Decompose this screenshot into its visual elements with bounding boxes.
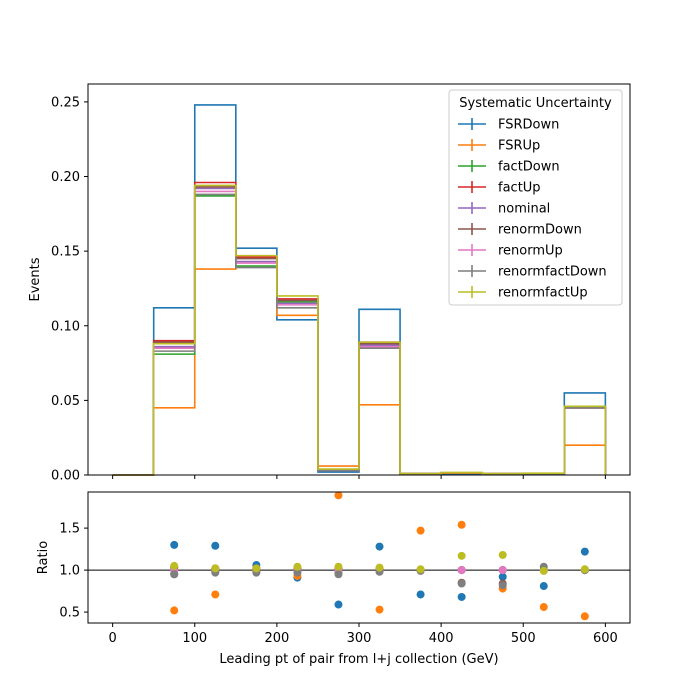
histogram-series-renormfactUp [112, 184, 607, 476]
ratio-point-FSRDown [211, 541, 220, 550]
legend-label: nominal [498, 202, 550, 217]
ratio-point-renormUp [498, 566, 507, 575]
ratio-point-renormfactUp [457, 551, 466, 560]
legend-title: Systematic Uncertainty [459, 96, 612, 111]
ratio-point-FSRUp [457, 520, 466, 529]
ratio-point-FSRUp [416, 526, 425, 535]
legend-label: FSRUp [498, 139, 540, 154]
ratio-x-tick-label: 100 [182, 631, 207, 646]
legend-item-FSRUp: FSRUp [458, 139, 540, 154]
ratio-point-FSRUp [334, 491, 343, 500]
legend-box [448, 89, 623, 306]
ratio-point-renormfactUp [334, 562, 343, 571]
main-y-tick-label: 0.25 [51, 95, 80, 110]
ratio-y-tick-label: 1.5 [59, 522, 80, 537]
ratio-y-tick-label: 0.5 [59, 606, 80, 621]
main-y-tick-label: 0.15 [51, 245, 80, 260]
main-y-tick-label: 0.05 [51, 394, 80, 409]
ratio-point-renormfactUp [498, 550, 507, 559]
main-y-tick-label: 0.10 [51, 319, 80, 334]
legend-label: renormfactUp [498, 286, 588, 301]
legend-label: factUp [498, 181, 541, 196]
ratio-point-FSRDown [498, 572, 507, 581]
ratio-point-FSRDown [580, 547, 589, 556]
ratio-point-renormfactDown [170, 570, 179, 579]
ratio-panel: 0.5 1.0 1.5 0 100 200 300 400 500 600 Ratio Leading… [36, 491, 631, 667]
ratio-x-tick-label: 200 [264, 631, 289, 646]
ratio-point-renormfactUp [580, 565, 589, 574]
ratio-point-renormfactUp [293, 562, 302, 571]
ratio-point-renormfactUp [252, 564, 261, 573]
ratio-x-tick-label: 600 [593, 631, 618, 646]
ratio-point-FSRDown [170, 540, 179, 549]
ratio-point-renormfactDown [293, 568, 302, 577]
legend-item-FSRDown: FSRDown [458, 118, 559, 133]
ratio-point-renormfactDown [334, 570, 343, 579]
ratio-x-tick-label: 0 [108, 631, 116, 646]
legend-item-renormfactUp: renormfactUp [458, 286, 588, 301]
main-y-tick-label: 0.20 [51, 170, 80, 185]
legend-label: renormDown [498, 223, 582, 238]
ratio-x-tick-label: 300 [347, 631, 372, 646]
ratio-point-renormfactUp [211, 564, 220, 573]
legend-item-nominal: nominal [458, 202, 550, 217]
ratio-point-FSRUp [170, 606, 179, 615]
ratio-point-FSRDown [539, 582, 548, 591]
ratio-point-FSRUp [375, 605, 384, 614]
ratio-point-renormfactUp [170, 561, 179, 570]
main-y-axis-label: Events [28, 257, 43, 301]
ratio-point-FSRDown [457, 592, 466, 601]
ratio-point-renormUp [457, 566, 466, 575]
legend: Systematic Uncertainty FSRDown FSRUp factDo… [448, 89, 623, 306]
ratio-x-tick-label: 400 [429, 631, 454, 646]
ratio-point-FSRDown [375, 542, 384, 551]
legend-item-factUp: factUp [458, 181, 541, 196]
ratio-point-renormfactUp [375, 563, 384, 572]
ratio-point-renormfactUp [416, 565, 425, 574]
main-histogram-panel: 0.00 0.05 0.10 0.15 0.20 0.25 Events [28, 83, 631, 484]
ratio-point-renormfactDown [498, 581, 507, 590]
legend-item-renormDown: renormDown [458, 223, 582, 238]
ratio-y-axis-label: Ratio [36, 541, 51, 574]
ratio-x-tick-label: 500 [511, 631, 536, 646]
x-axis-label: Leading pt of pair from l+j collection (… [219, 652, 498, 667]
ratio-point-FSRDown [334, 600, 343, 609]
ratio-point-FSRDown [416, 590, 425, 599]
legend-label: renormUp [498, 244, 563, 259]
ratio-y-tick-label: 1.0 [59, 564, 80, 579]
ratio-point-FSRUp [580, 612, 589, 621]
legend-item-factDown: factDown [458, 160, 560, 175]
main-y-tick-label: 0.00 [51, 469, 80, 484]
legend-label: renormfactDown [498, 265, 607, 280]
legend-item-renormfactDown: renormfactDown [458, 265, 607, 280]
ratio-point-FSRUp [211, 590, 220, 599]
ratio-point-FSRUp [539, 603, 548, 612]
ratio-point-renormfactUp [539, 566, 548, 575]
legend-item-renormUp: renormUp [458, 244, 563, 259]
legend-label: factDown [498, 160, 560, 175]
legend-label: FSRDown [498, 118, 559, 133]
ratio-point-renormfactDown [457, 579, 466, 588]
